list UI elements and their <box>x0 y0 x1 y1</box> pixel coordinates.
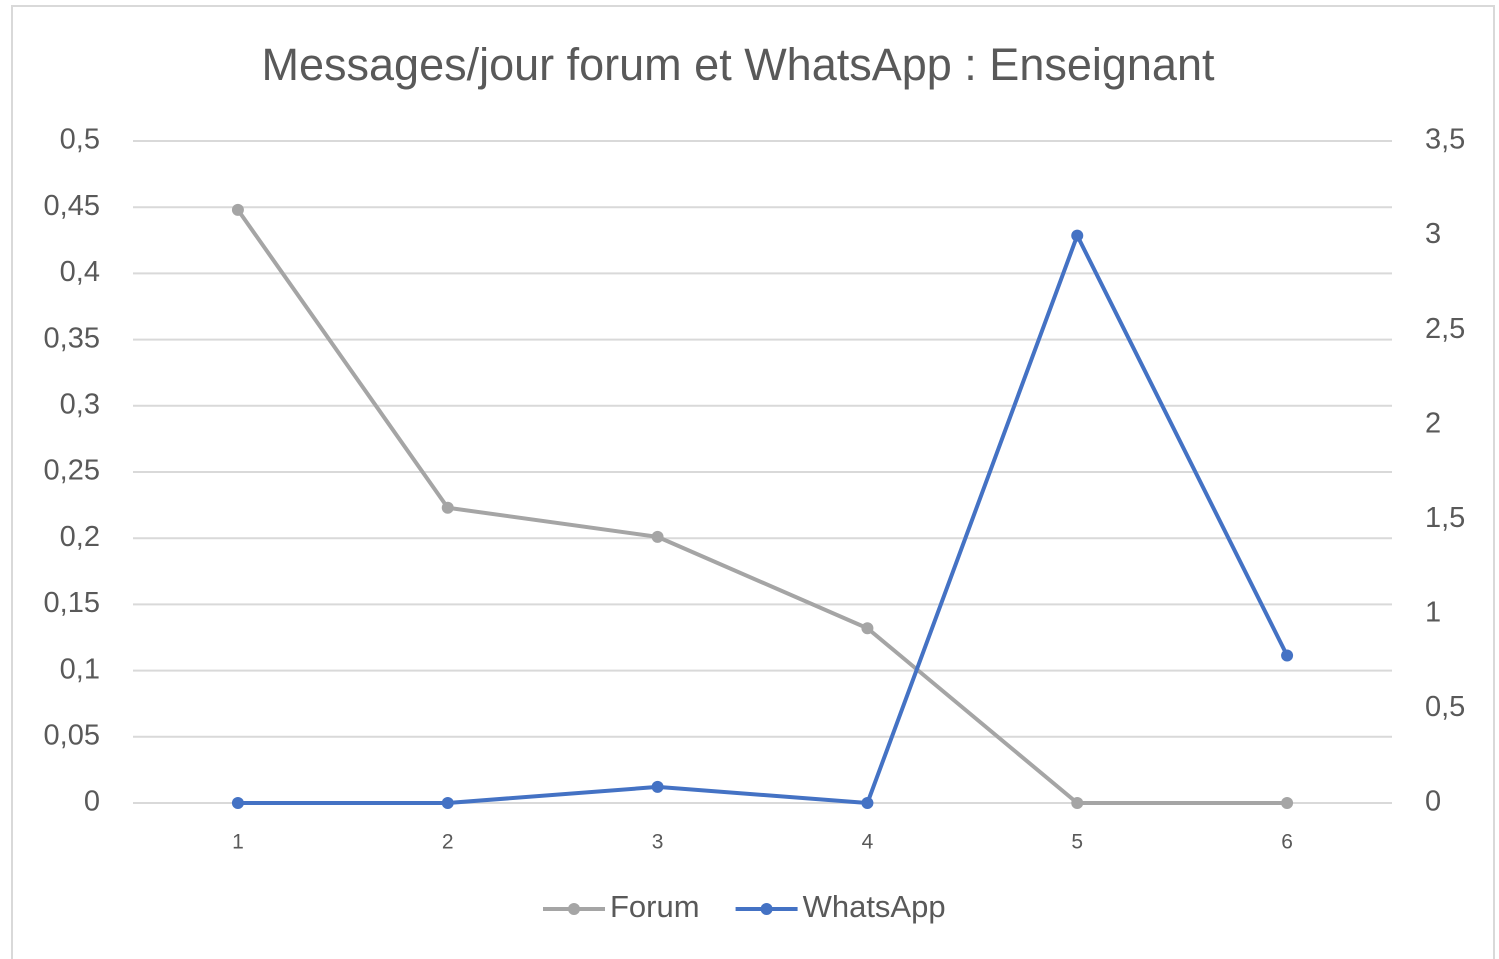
y2-tick-label: 3 <box>1425 218 1441 250</box>
y-tick-label: 0,05 <box>44 719 100 751</box>
data-point <box>1071 229 1084 242</box>
y-tick-label: 0,35 <box>44 322 100 354</box>
legend-label: WhatsApp <box>803 889 946 924</box>
x-tick-label: 3 <box>652 831 664 854</box>
y2-tick-label: 3,5 <box>1425 124 1465 156</box>
x-tick-label: 2 <box>442 831 454 854</box>
data-point <box>1071 797 1084 809</box>
series-line <box>237 233 1289 805</box>
legend-marker <box>760 903 773 915</box>
y-tick-label: 0,5 <box>60 124 100 156</box>
data-point <box>861 622 874 635</box>
data-point <box>231 203 244 216</box>
y2-tick-label: 1,5 <box>1425 502 1465 534</box>
y2-tick-label: 2,5 <box>1425 313 1465 345</box>
y-tick-label: 0,4 <box>60 256 100 288</box>
y-tick-label: 0 <box>84 786 100 818</box>
y2-tick-label: 0 <box>1425 786 1441 818</box>
series-line <box>236 208 1288 805</box>
legend-marker <box>568 903 580 915</box>
y-tick-label: 0,15 <box>44 587 100 619</box>
x-tick-label: 1 <box>232 831 244 854</box>
y-tick-label: 0,1 <box>60 653 100 685</box>
chart-title: Messages/jour forum et WhatsApp : Enseig… <box>262 39 1215 90</box>
legend-label: Forum <box>610 889 700 924</box>
x-tick-label: 5 <box>1071 831 1083 854</box>
x-tick-label: 4 <box>862 831 874 854</box>
data-point <box>651 530 664 543</box>
data-point <box>1281 649 1294 662</box>
x-tick-label: 6 <box>1281 831 1293 854</box>
y-tick-label: 0,45 <box>44 190 100 222</box>
y-tick-label: 0,25 <box>44 455 100 487</box>
data-point <box>1281 797 1294 809</box>
chart-frame <box>11 5 1495 959</box>
y2-tick-label: 0,5 <box>1425 691 1465 723</box>
data-point <box>441 797 454 809</box>
y2-tick-label: 1 <box>1425 597 1441 629</box>
data-point <box>651 780 664 793</box>
data-point <box>441 501 454 514</box>
data-point <box>861 797 874 809</box>
y-tick-label: 0,2 <box>60 521 100 553</box>
data-point <box>231 797 244 809</box>
y2-tick-label: 2 <box>1425 407 1441 439</box>
y-tick-label: 0,3 <box>60 388 100 420</box>
